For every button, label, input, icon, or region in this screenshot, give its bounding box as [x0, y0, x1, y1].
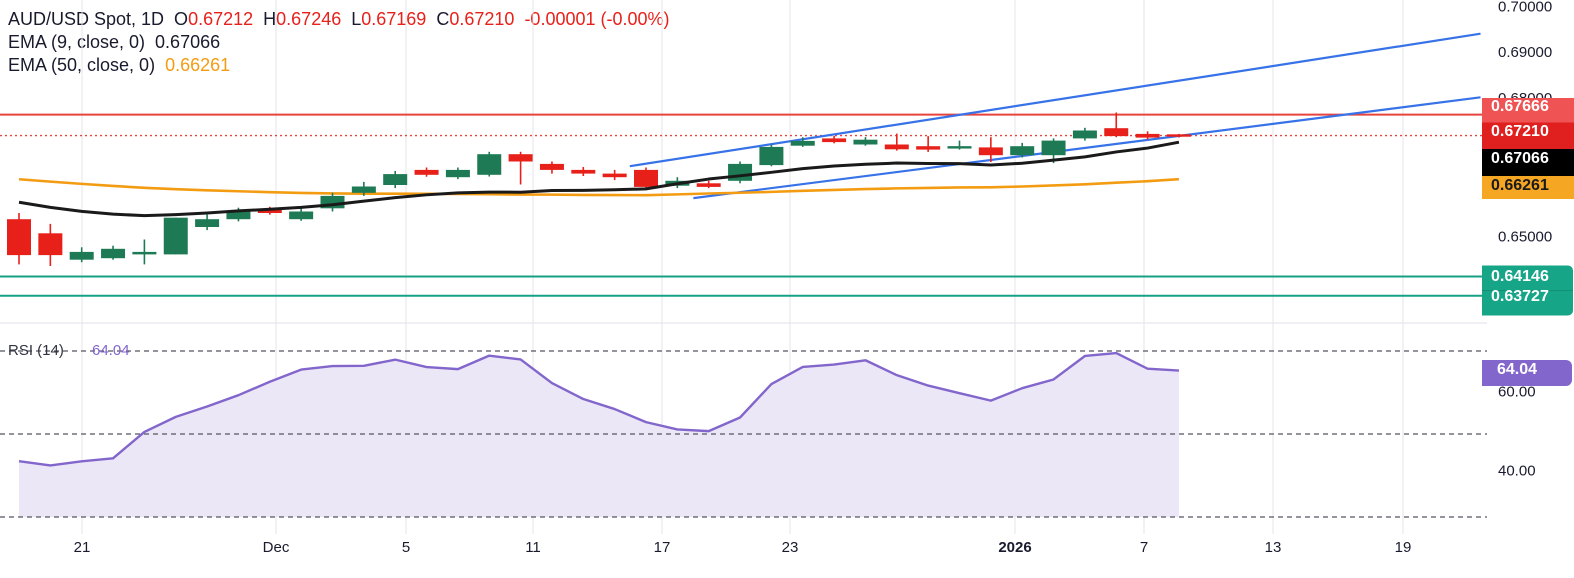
svg-text:0.67210: 0.67210	[1491, 123, 1549, 140]
svg-text:0.67666: 0.67666	[1491, 98, 1549, 115]
svg-text:0.65000: 0.65000	[1498, 228, 1552, 245]
svg-text:19: 19	[1395, 539, 1412, 556]
svg-text:40.00: 40.00	[1498, 463, 1536, 480]
svg-text:0.63727: 0.63727	[1491, 288, 1549, 305]
svg-text:0.64146: 0.64146	[1491, 268, 1549, 285]
svg-text:0.66261: 0.66261	[1491, 177, 1549, 194]
svg-text:5: 5	[402, 539, 410, 556]
svg-text:23: 23	[782, 539, 799, 556]
svg-text:Dec: Dec	[263, 539, 290, 556]
svg-text:0.70000: 0.70000	[1498, 0, 1552, 16]
svg-text:60.00: 60.00	[1498, 383, 1536, 400]
svg-text:7: 7	[1140, 539, 1148, 556]
svg-text:RSI (14): RSI (14)	[8, 342, 64, 359]
svg-text:11: 11	[525, 539, 541, 556]
svg-text:0.67066: 0.67066	[1491, 150, 1549, 167]
svg-text:21: 21	[74, 539, 91, 556]
svg-text:13: 13	[1265, 539, 1282, 556]
svg-text:64.04: 64.04	[92, 342, 130, 359]
svg-text:64.04: 64.04	[1497, 361, 1537, 378]
svg-text:17: 17	[654, 539, 671, 556]
svg-text:0.69000: 0.69000	[1498, 44, 1552, 61]
svg-text:2026: 2026	[998, 539, 1031, 556]
